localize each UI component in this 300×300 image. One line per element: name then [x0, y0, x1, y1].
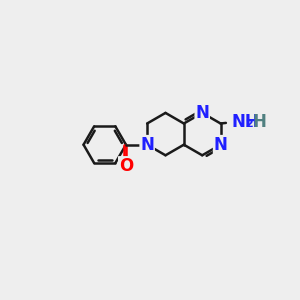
Text: N: N — [195, 104, 209, 122]
Text: H: H — [253, 113, 267, 131]
Text: NH: NH — [232, 113, 260, 131]
Text: N: N — [214, 136, 227, 154]
Text: O: O — [119, 157, 133, 175]
Text: 2: 2 — [246, 119, 254, 129]
Text: N: N — [140, 136, 154, 154]
